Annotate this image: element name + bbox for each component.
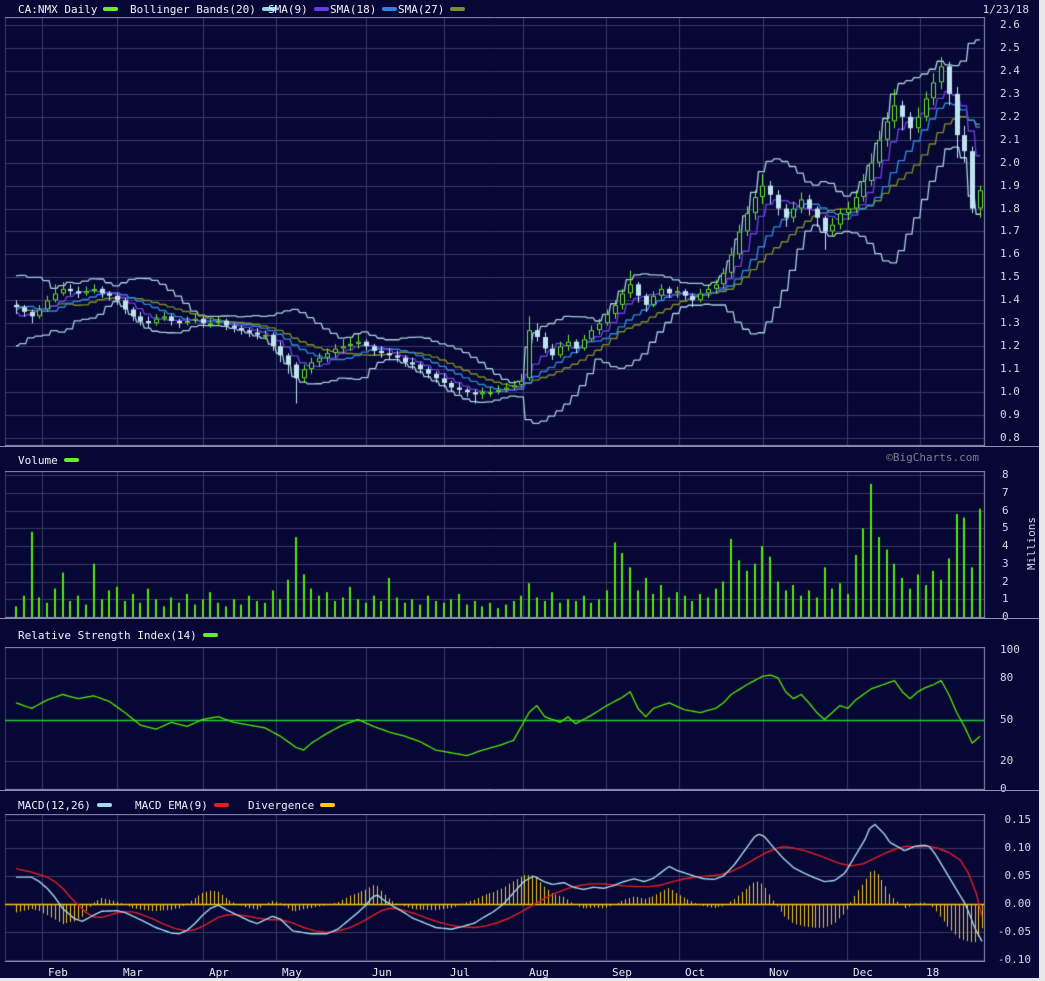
macd-ema-label: MACD EMA(9) [135, 798, 208, 812]
price-axis-label: 2.2 [1000, 109, 1020, 123]
macd-label: MACD(12,26) [18, 798, 91, 812]
symbol-label: CA:NMX Daily [18, 2, 98, 16]
price-axis-label: 1.6 [1000, 247, 1020, 261]
divergence-swatch [320, 803, 336, 807]
price-axis-label: 1.1 [1000, 362, 1020, 376]
macd-legend-row: MACD(12,26) MACD EMA(9) Divergence [0, 790, 1039, 815]
symbol-swatch [103, 7, 119, 11]
price-axis-label: 2.0 [1000, 155, 1020, 169]
price-axis-label: 2.3 [1000, 86, 1020, 100]
macd-axis-label: -0.10 [997, 953, 1031, 966]
volume-swatch [63, 458, 79, 462]
month-label: Feb [48, 966, 68, 979]
legend-divergence: Divergence [248, 797, 336, 813]
price-axis-label: 0.8 [1000, 430, 1020, 444]
volume-axis-label: 2 [1002, 574, 1009, 588]
price-axis-label: 1.7 [1000, 224, 1020, 238]
sma18-label: SMA(18) [330, 2, 377, 16]
macd-axis-label: 0.05 [1004, 869, 1032, 882]
month-label: Aug [529, 966, 549, 979]
price-pane-canvas [0, 17, 1039, 446]
legend-rsi: Relative Strength Index(14) [18, 627, 218, 643]
volume-axis-label: 8 [1002, 468, 1009, 481]
time-axis: Feb Mar Apr May Jun Jul Aug Sep Oct Nov Dec 18 [0, 962, 1039, 979]
macd-swatch [96, 803, 112, 807]
month-label: Jun [372, 966, 392, 979]
volume-axis-label: 0 [1002, 610, 1009, 623]
legend-volume: Volume [18, 452, 79, 468]
month-label: Dec [853, 966, 873, 979]
bollinger-swatch [261, 7, 277, 11]
price-axis-label: 1.5 [1000, 270, 1020, 284]
month-label: 18 [926, 966, 940, 979]
price-axis-label: 0.9 [1000, 408, 1020, 422]
legend-macd-ema: MACD EMA(9) [135, 797, 229, 813]
main-legend-row: CA:NMX Daily Bollinger Bands(20) SMA(9) … [0, 0, 1039, 17]
volume-legend-row: Volume ©BigCharts.com [0, 446, 1039, 472]
last-date-label: 1/23/18 [982, 3, 1029, 16]
price-axis-label: 1.4 [1000, 293, 1020, 307]
sma27-swatch [450, 7, 466, 11]
volume-pane: 8 7 6 5 4 3 2 1 0 Millions [0, 468, 1039, 623]
month-label: Mar [123, 966, 143, 979]
price-axis-label: 2.6 [1000, 18, 1020, 31]
rsi-axis-label: 80 [1000, 670, 1014, 684]
price-axis-label: 1.9 [1000, 178, 1020, 192]
price-pane: 2.6 2.5 2.4 2.3 2.2 2.1 2.0 1.9 1.8 1.7 1.6 1.5 1.4 1… [0, 17, 1039, 446]
rsi-axis-label: 50 [1000, 712, 1014, 726]
rsi-pane: 100 80 50 20 0 [0, 643, 1039, 795]
macd-axis-label: 0.00 [1004, 897, 1032, 910]
legend-sma9: SMA(9) [268, 1, 329, 17]
volume-title: Volume [18, 453, 58, 467]
price-axis-label: 2.1 [1000, 132, 1020, 146]
rsi-swatch [202, 633, 218, 637]
month-label: Oct [685, 966, 705, 979]
legend-sma27: SMA(27) [398, 1, 466, 17]
sma27-label: SMA(27) [398, 2, 445, 16]
legend-sma18: SMA(18) [330, 1, 398, 17]
legend-macd: MACD(12,26) [18, 797, 112, 813]
macd-pane-canvas [0, 814, 1039, 962]
price-axis-label: 1.2 [1000, 339, 1020, 353]
rsi-axis-label: 0 [1000, 782, 1007, 795]
rsi-title: Relative Strength Index(14) [18, 628, 197, 642]
price-axis-label: 1.3 [1000, 316, 1020, 330]
rsi-axis-label: 100 [1000, 643, 1020, 656]
month-label: Sep [612, 966, 632, 979]
price-axis-label: 1.0 [1000, 385, 1020, 399]
volume-unit-label: Millions [1024, 517, 1038, 570]
volume-axis-label: 7 [1002, 485, 1009, 499]
volume-axis-label: 5 [1002, 521, 1009, 535]
month-label: Apr [209, 966, 229, 979]
macd-axis-label: 0.15 [1004, 813, 1032, 826]
bollinger-label: Bollinger Bands(20) [130, 2, 256, 16]
volume-axis-label: 4 [1002, 539, 1009, 552]
legend-symbol: CA:NMX Daily [18, 1, 119, 17]
rsi-pane-canvas [0, 647, 1039, 790]
macd-axis-label: -0.05 [997, 925, 1031, 938]
volume-axis-label: 3 [1002, 556, 1009, 570]
month-label: Nov [769, 966, 789, 979]
price-axis-label: 1.8 [1000, 201, 1020, 215]
sma9-label: SMA(9) [268, 2, 308, 16]
bigcharts-watermark: ©BigCharts.com [886, 451, 979, 464]
sma18-swatch [382, 7, 398, 11]
macd-ema-swatch [213, 803, 229, 807]
month-label: May [282, 966, 302, 979]
volume-axis-label: 6 [1002, 503, 1009, 517]
volume-pane-canvas [0, 471, 1039, 618]
macd-pane: 0.15 0.10 0.05 0.00 -0.05 -0.10 [0, 813, 1039, 966]
divergence-label: Divergence [248, 798, 315, 812]
macd-axis-label: 0.10 [1004, 841, 1032, 854]
sma9-swatch [313, 7, 329, 11]
price-axis-label: 2.5 [1000, 40, 1020, 54]
rsi-legend-row: Relative Strength Index(14) [0, 618, 1039, 648]
month-label: Jul [450, 966, 470, 979]
legend-bollinger: Bollinger Bands(20) [130, 1, 277, 17]
volume-axis-label: 1 [1002, 592, 1009, 606]
rsi-axis-label: 20 [1000, 754, 1014, 768]
price-axis-label: 2.4 [1000, 63, 1020, 77]
